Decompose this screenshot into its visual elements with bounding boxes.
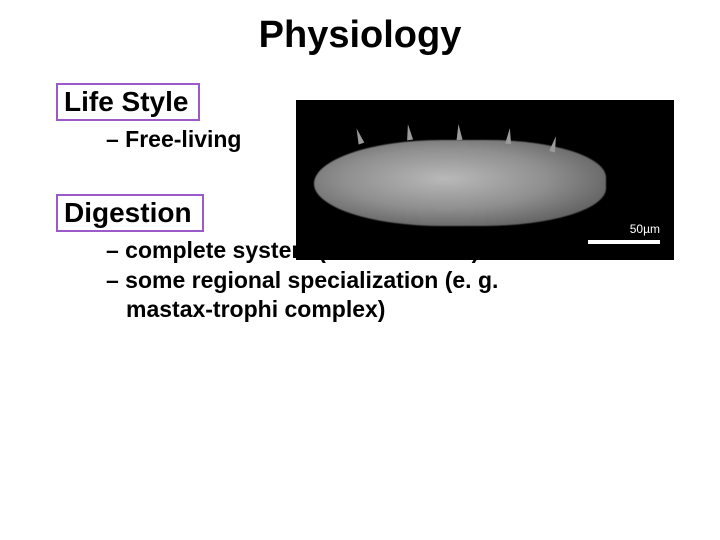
organism-figure: 50µm: [296, 100, 674, 260]
section-heading-lifestyle: Life Style: [56, 83, 200, 121]
spine-icon: [405, 124, 413, 141]
bullet-item: – some regional specialization (e. g.: [106, 266, 626, 295]
section-heading-digestion: Digestion: [56, 194, 204, 232]
bullet-item: mastax-trophi complex): [106, 295, 626, 324]
scale-bar-icon: [588, 240, 660, 244]
spine-icon: [455, 124, 462, 140]
page-title: Physiology: [0, 14, 720, 57]
organism-body-icon: [314, 140, 606, 226]
spine-icon: [354, 127, 365, 144]
scale-label: 50µm: [630, 222, 660, 236]
